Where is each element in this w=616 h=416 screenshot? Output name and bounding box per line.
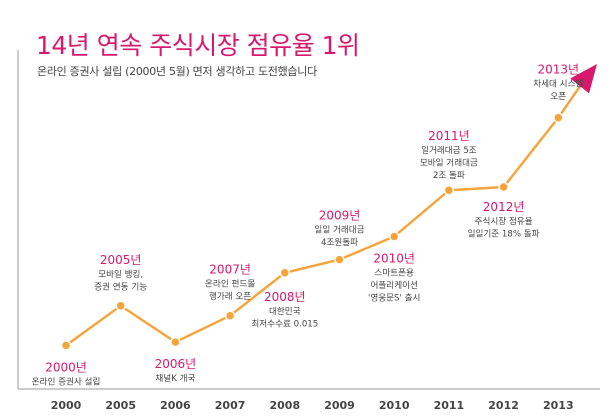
annotation-year: 2008년 [264,290,306,304]
data-point-2010 [388,231,400,242]
annotation-year: 2006년 [155,357,197,371]
annotation-text: 차세대 시스템 [533,78,583,90]
annotation-text: 오픈 [550,91,566,102]
annotation-year: 2000년 [45,360,87,374]
annotation-year: 2009년 [319,209,361,223]
annotation-text: 최저수수료 0.015 [251,318,318,329]
data-point-2008 [279,267,291,279]
data-point-2011 [443,185,455,196]
annotation-text: 주식시장 점유율 [475,215,533,227]
annotation-text: 행가래 오픈 [209,290,251,302]
data-point-2012 [498,181,509,193]
trend-arrow-head [570,64,597,94]
annotation-text: 온라인 펀드몰 [205,279,255,290]
annotation-text: 4조원돌파 [321,237,358,248]
annotation-year: 2010년 [373,252,415,266]
data-point-2013 [553,112,564,123]
annotation-text: 어플리케이션 [370,280,417,291]
x-tick-label: 2000 [51,399,82,412]
x-tick-label: 2008 [269,399,300,412]
annotation-text: 2조 돌파 [433,170,465,181]
annotation-text: 온라인 증권사 설립 [32,375,101,387]
x-tick-label: 2005 [105,399,136,412]
annotation-text: 일일기준 18% 돌파 [468,229,540,240]
x-tick-label: 2013 [543,399,574,412]
x-tick-label: 2007 [215,399,246,412]
page-subtitle: 온라인 증권사 설립 (2000년 5월) 면저 생각하고 도전했습니다 [37,65,317,78]
data-point-2005 [115,300,126,312]
annotation-text: 일일 거래대금 [314,225,364,236]
data-point-2000 [60,340,72,351]
data-point-2006 [170,336,181,348]
annotation-year: 2011년 [428,129,470,143]
annotation-year: 2013년 [538,63,580,77]
annotation-text: 스마트폰용 [374,268,414,279]
annotation-year: 2005년 [100,253,142,267]
annotation-text: 대한민국 [269,306,301,317]
x-tick-label: 2009 [324,399,355,412]
annotation-text: 채널K 개국 [155,373,195,384]
x-tick-label: 2010 [379,399,410,412]
annotation-year: 2007년 [209,263,251,277]
annotation-text: 일거래대금 5조 [421,145,477,156]
annotation-text: 모바일 뱅킹, [98,268,143,280]
data-point-2007 [224,310,236,321]
annotation-text: '영웅문S' 출시 [368,293,420,304]
annotation-text: 모바일 거래대금 [420,157,478,168]
x-tick-label: 2011 [434,399,465,412]
annotation-text: 증권 연동 기능 [94,280,147,292]
page-title: 14년 연속 주식시장 점유율 1위 [36,31,360,60]
x-tick-label: 2006 [160,399,191,412]
x-tick-label: 2012 [488,399,519,412]
data-point-2009 [334,254,345,265]
annotation-year: 2012년 [483,200,525,214]
